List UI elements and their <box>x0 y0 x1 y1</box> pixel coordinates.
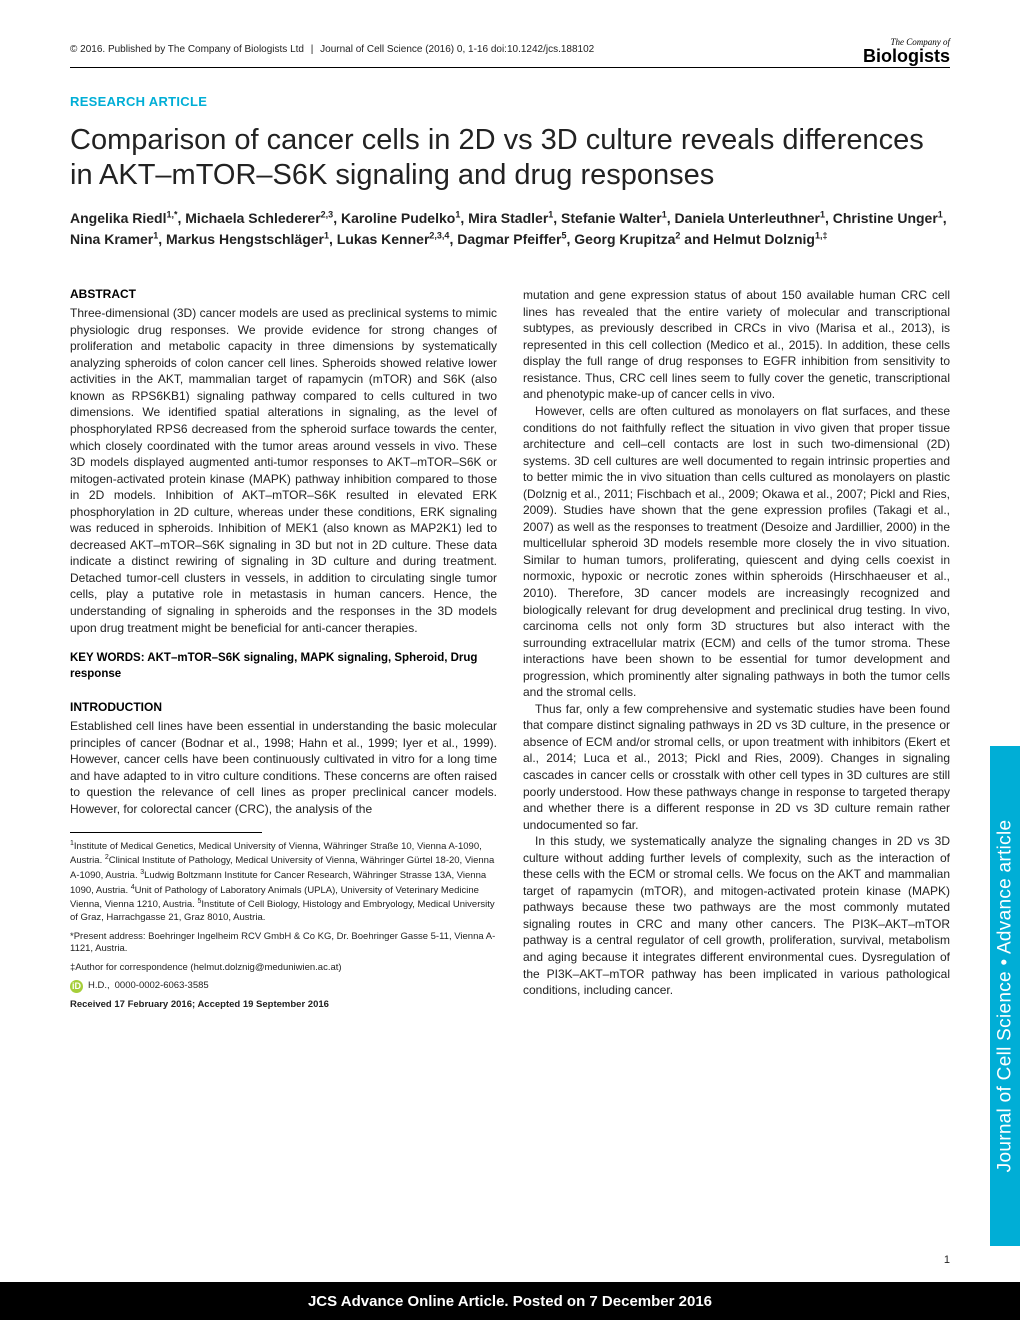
body-paragraph: In this study, we systematically analyze… <box>523 833 950 998</box>
two-column-body: ABSTRACT Three-dimensional (3D) cancer m… <box>70 287 950 1012</box>
page-number: 1 <box>944 1254 950 1266</box>
journal-citation: Journal of Cell Science (2016) 0, 1-16 d… <box>320 44 594 55</box>
present-address: *Present address: Boehringer Ingelheim R… <box>70 931 497 956</box>
abstract-heading: ABSTRACT <box>70 287 497 301</box>
body-paragraph: Thus far, only a few comprehensive and s… <box>523 701 950 833</box>
body-paragraph: mutation and gene expression status of a… <box>523 287 950 403</box>
logo-line2: Biologists <box>863 47 950 65</box>
introduction-body: Established cell lines have been essenti… <box>70 718 497 817</box>
orcid-line: iD H.D., 0000-0002-6063-3585 <box>70 980 497 993</box>
keywords: KEY WORDS: AKT–mTOR–S6K signaling, MAPK … <box>70 650 497 682</box>
footer-text: JCS Advance Online Article. Posted on 7 … <box>308 1293 712 1310</box>
author-list: Angelika Riedl1,*, Michaela Schlederer2,… <box>70 208 950 251</box>
affiliation-list: 1Institute of Medical Genetics, Medical … <box>70 839 497 925</box>
header-bar: © 2016. Published by The Company of Biol… <box>70 38 950 68</box>
right-column: mutation and gene expression status of a… <box>523 287 950 1012</box>
header-citation: © 2016. Published by The Company of Biol… <box>70 38 594 55</box>
article-type: RESEARCH ARTICLE <box>70 94 950 109</box>
body-paragraph: However, cells are often cultured as mon… <box>523 403 950 701</box>
affiliations-block: 1Institute of Medical Genetics, Medical … <box>70 839 497 1012</box>
corresponding-author: ‡Author for correspondence (helmut.dolzn… <box>70 962 497 975</box>
affiliation-divider <box>70 832 262 833</box>
orcid-icon: iD <box>70 980 83 993</box>
article-title: Comparison of cancer cells in 2D vs 3D c… <box>70 123 950 194</box>
orcid-id: 0000-0002-6063-3585 <box>115 980 209 993</box>
side-tab-text: Journal of Cell Science • Advance articl… <box>994 820 1016 1173</box>
orcid-initials: H.D., <box>88 980 110 993</box>
copyright-text: © 2016. Published by The Company of Biol… <box>70 44 304 55</box>
journal-side-tab: Journal of Cell Science • Advance articl… <box>990 746 1020 1246</box>
received-accepted: Received 17 February 2016; Accepted 19 S… <box>70 999 497 1012</box>
publisher-logo: The Company of Biologists <box>863 38 950 65</box>
footer-bar: JCS Advance Online Article. Posted on 7 … <box>0 1282 1020 1320</box>
abstract-body: Three-dimensional (3D) cancer models are… <box>70 305 497 636</box>
left-column: ABSTRACT Three-dimensional (3D) cancer m… <box>70 287 497 1012</box>
introduction-heading: INTRODUCTION <box>70 700 497 714</box>
